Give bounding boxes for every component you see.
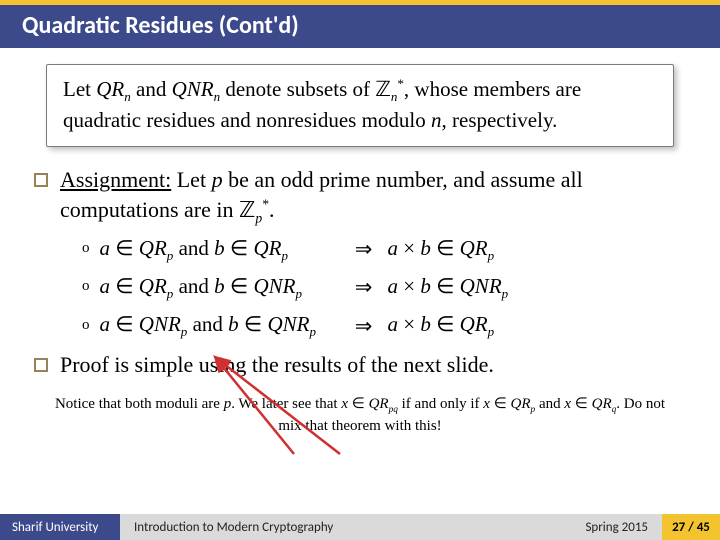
slide-title: Quadratic Residues (Cont'd) [0,0,720,48]
rule-row: o a ∈ QNRp and b ∈ QNRp ⇒ a × b ∈ QRp [82,312,692,340]
proof-text: Proof is simple using the results of the… [60,350,494,380]
assn-z-star: * [262,196,269,211]
def-t5: , respectively. [442,108,558,132]
rule-lhs: a ∈ QRp and b ∈ QNRp [100,274,340,302]
circle-bullet-icon: o [82,317,90,334]
rules-list: o a ∈ QRp and b ∈ QRp ⇒ a × b ∈ QRp o a … [82,236,692,341]
rule-rhs: a × b ∈ QRp [388,312,495,340]
assignment-text: Assignment: Let p be an odd prime number… [60,165,692,227]
notice-qr3: QR [592,396,612,412]
implies-icon: ⇒ [340,314,388,339]
notice-p4: and [535,396,564,412]
definition-box: Let QRn and QNRn denote subsets of ℤn*, … [46,64,674,147]
footer: Sharif University Introduction to Modern… [0,514,720,540]
footer-university: Sharif University [0,514,120,540]
assignment-row: Assignment: Let p be an odd prime number… [34,165,692,227]
assignment-label: Assignment: [60,167,171,192]
notice-e2: ∈ [490,396,511,412]
notice-e1: ∈ [348,396,369,412]
notice-p3: if and only if [398,396,483,412]
rule-lhs: a ∈ QNRp and b ∈ QNRp [100,312,340,340]
def-t2: and [131,77,172,101]
notice-pq: pq [389,405,398,415]
def-z-sub: n [391,89,398,104]
def-t1: Let [63,77,96,101]
proof-row: Proof is simple using the results of the… [34,350,692,380]
def-qr: QR [96,77,124,101]
footer-semester: Spring 2015 [571,514,662,540]
square-bullet-icon [34,358,48,372]
notice-e3: ∈ [571,396,592,412]
assn-z: ℤ [239,197,255,222]
notice-p1: Notice that both moduli are [55,396,224,412]
assn-z-sub: p [255,210,262,225]
square-bullet-icon [34,173,48,187]
def-qnr: QNR [172,77,214,101]
notice-text: Notice that both moduli are p. We later … [52,394,668,437]
notice-qr2: QR [511,396,531,412]
assn-a: Let [171,167,211,192]
notice-qr1: QR [369,396,389,412]
title-text: Quadratic Residues (Cont'd) [22,11,299,40]
rule-lhs: a ∈ QRp and b ∈ QRp [100,236,340,264]
notice-x2: x [483,396,490,412]
assn-p: p [212,167,223,192]
rule-rhs: a × b ∈ QNRp [388,274,509,302]
footer-course: Introduction to Modern Cryptography [120,514,571,540]
footer-page: 27 / 45 [662,514,720,540]
implies-icon: ⇒ [340,237,388,262]
slide-content: Let QRn and QNRn denote subsets of ℤn*, … [0,48,720,514]
def-n: n [431,108,442,132]
implies-icon: ⇒ [340,275,388,300]
rule-row: o a ∈ QRp and b ∈ QRp ⇒ a × b ∈ QRp [82,236,692,264]
assn-c: . [269,197,275,222]
notice-p2: . We later see that [231,396,341,412]
rule-rhs: a × b ∈ QRp [388,236,495,264]
circle-bullet-icon: o [82,278,90,295]
rule-row: o a ∈ QRp and b ∈ QNRp ⇒ a × b ∈ QNRp [82,274,692,302]
notice-x1: x [341,396,348,412]
def-z: ℤ [375,77,391,101]
def-t3: denote subsets of [220,77,375,101]
circle-bullet-icon: o [82,240,90,257]
